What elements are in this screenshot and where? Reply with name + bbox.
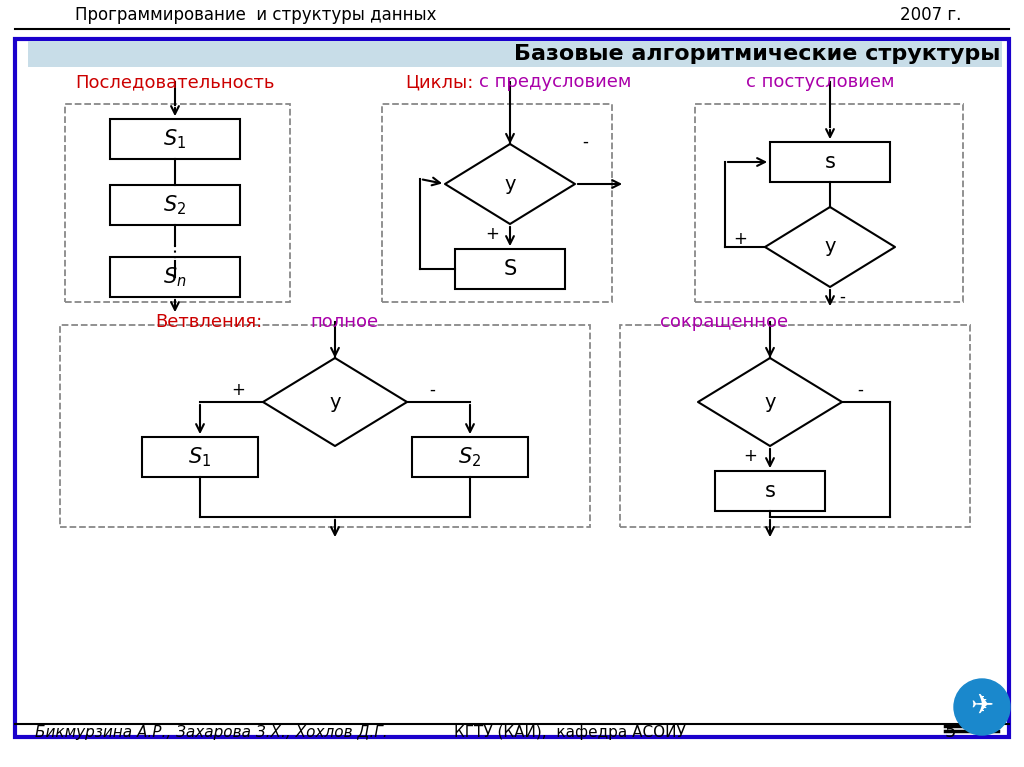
Bar: [110, 185, 240, 225]
Text: $S_2$: $S_2$: [459, 445, 481, 469]
Text: полное: полное: [310, 313, 378, 331]
Circle shape: [954, 679, 1010, 735]
Polygon shape: [698, 358, 842, 446]
Text: -: -: [582, 133, 588, 151]
Text: ✈: ✈: [971, 692, 993, 720]
Bar: [142, 437, 258, 477]
Text: у: у: [504, 175, 516, 193]
Text: КГТУ (КАИ),  кафедра АСОИУ: КГТУ (КАИ), кафедра АСОИУ: [454, 725, 686, 739]
Bar: [620, 325, 970, 527]
Text: у: у: [330, 393, 341, 412]
Bar: [695, 104, 963, 302]
Text: 2007 г.: 2007 г.: [900, 6, 962, 24]
Text: +: +: [743, 447, 757, 465]
Text: S: S: [504, 259, 517, 279]
Text: у: у: [824, 238, 836, 256]
Text: -: -: [839, 288, 845, 306]
Text: Ветвления:: Ветвления:: [155, 313, 262, 331]
Text: у: у: [764, 393, 776, 412]
Text: -: -: [857, 381, 863, 399]
Text: 5: 5: [944, 723, 955, 741]
Bar: [412, 437, 528, 477]
Text: +: +: [733, 230, 746, 248]
Text: с предусловием: с предусловием: [479, 73, 631, 91]
Text: Базовые алгоритмические структуры: Базовые алгоритмические структуры: [514, 44, 1000, 64]
Text: +: +: [485, 225, 499, 243]
Text: $S_1$: $S_1$: [164, 127, 186, 151]
Bar: [715, 471, 825, 511]
Bar: [110, 119, 240, 159]
Text: Последовательность: Последовательность: [75, 73, 274, 91]
Bar: [65, 104, 290, 302]
Polygon shape: [263, 358, 407, 446]
Bar: [28, 41, 1002, 67]
Text: $S_2$: $S_2$: [164, 193, 186, 217]
Text: $S_1$: $S_1$: [188, 445, 212, 469]
Text: Циклы:: Циклы:: [406, 73, 473, 91]
Text: Бикмурзина А.Р., Захарова З.Х., Хохлов Д.Г.: Бикмурзина А.Р., Захарова З.Х., Хохлов Д…: [35, 725, 388, 739]
Text: s: s: [824, 152, 836, 172]
Bar: [110, 257, 240, 297]
Text: -: -: [429, 381, 435, 399]
Text: сокращенное: сокращенное: [660, 313, 788, 331]
Bar: [60, 325, 590, 527]
Text: Программирование  и структуры данных: Программирование и структуры данных: [75, 6, 436, 24]
Polygon shape: [765, 207, 895, 287]
Bar: [770, 142, 890, 182]
Text: s: s: [765, 481, 775, 501]
Text: с постусловием: с постусловием: [745, 73, 894, 91]
Bar: [382, 104, 612, 302]
Text: $S_n$: $S_n$: [163, 265, 186, 289]
Text: +: +: [231, 381, 245, 399]
Bar: [455, 249, 565, 289]
Polygon shape: [445, 144, 575, 224]
